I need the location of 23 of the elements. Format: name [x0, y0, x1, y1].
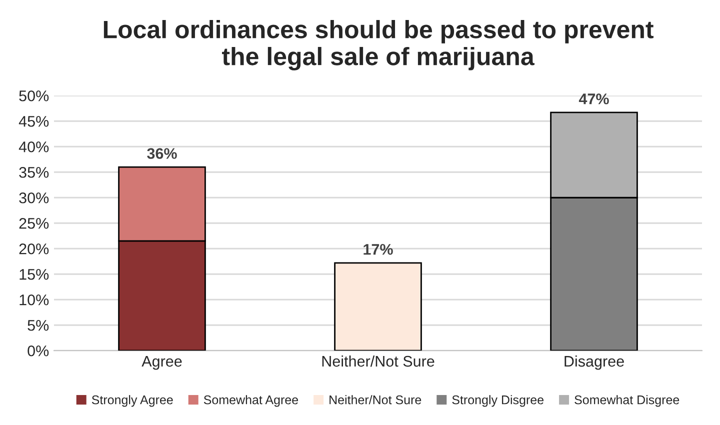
x-tick-label: Disagree	[564, 355, 624, 370]
y-tick-label: 50%	[19, 90, 49, 102]
chart-title: Local ordinances should be passed to prevent the legal sale of marijuana	[104, 20, 654, 70]
y-tick-label: 10%	[20, 294, 49, 306]
total-label: 47%	[578, 94, 609, 104]
total-label: 17%	[364, 244, 393, 255]
legend-label: Strongly Disgree	[452, 395, 544, 407]
y-tick-label: 0%	[28, 345, 49, 356]
legend-label: Neither/Not Sure	[330, 395, 422, 404]
legend-label: Somewhat Disgree	[574, 395, 680, 407]
y-tick-label: 35%	[19, 166, 49, 178]
y-tick-label: 20%	[19, 243, 49, 254]
y-tick-label: 40%	[18, 141, 49, 152]
legend-label: Somewhat Agree	[204, 395, 298, 407]
y-tick-label: 15%	[20, 269, 49, 280]
legend-label: Strongly Agree	[92, 395, 173, 407]
y-tick-label: 30%	[19, 192, 49, 204]
y-tick-label: 5%	[28, 320, 49, 331]
x-tick-label: Agree	[142, 356, 182, 370]
y-tick-label: 25%	[19, 218, 49, 229]
x-tick-label: Neither/Not Sure	[322, 355, 434, 367]
total-label: 36%	[147, 148, 177, 159]
y-tick-label: 45%	[18, 116, 49, 127]
